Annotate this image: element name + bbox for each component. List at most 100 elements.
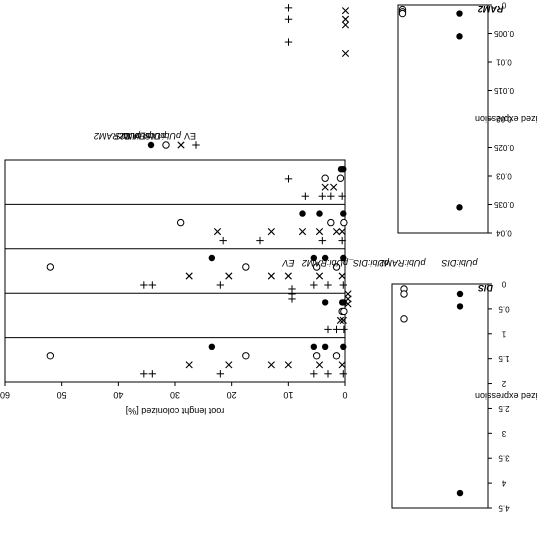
legend-label: EV xyxy=(184,131,196,141)
filled-circle-point xyxy=(456,303,464,310)
filled-circle-point xyxy=(208,254,216,262)
plus-point xyxy=(318,192,327,200)
plus-point xyxy=(339,281,347,289)
plus-point xyxy=(148,370,157,378)
tick-label: 0.035 xyxy=(493,200,514,209)
tick-label: 0 xyxy=(501,280,506,289)
tick-label: 0.02 xyxy=(496,115,512,124)
filled-circle-point xyxy=(456,10,463,17)
axis-label: normalized expression xyxy=(475,391,538,401)
axis-label: normalized expression xyxy=(475,114,538,124)
open-circle-point xyxy=(242,352,250,360)
open-circle-point xyxy=(312,352,321,360)
tick-label: 0 xyxy=(342,390,347,400)
filled-circle-point xyxy=(310,254,318,262)
open-circle-point xyxy=(336,174,345,182)
tick-label: 3 xyxy=(501,429,506,438)
panel-title: DIS xyxy=(478,283,493,293)
plus-point xyxy=(140,370,148,378)
plus-point xyxy=(284,175,293,183)
open-circle-point xyxy=(400,290,408,298)
x-point xyxy=(341,15,350,23)
open-circle-point xyxy=(340,218,348,227)
x-point xyxy=(298,228,307,236)
x-point xyxy=(267,228,275,236)
plus-point xyxy=(301,192,310,200)
open-circle-point xyxy=(332,352,341,360)
x-point xyxy=(330,183,338,191)
plus-point xyxy=(324,325,332,334)
tick-label: 20 xyxy=(227,390,237,400)
plus-point xyxy=(327,192,335,200)
root-colonization-chart: 0 10 20 30 40 50 60 root lenght colonized [%] xyxy=(0,159,348,416)
category-label: pUbi:DIS xyxy=(441,258,478,268)
open-circle-point xyxy=(340,307,348,316)
tick-label: 10 xyxy=(283,390,293,400)
x-point xyxy=(338,361,346,369)
plus-point xyxy=(310,281,318,289)
filled-circle-point xyxy=(456,33,463,40)
tick-label: 30 xyxy=(170,390,180,400)
x-point xyxy=(321,183,329,191)
open-circle-point xyxy=(242,263,250,271)
filled-circle-point xyxy=(299,210,306,217)
x-point xyxy=(341,7,350,15)
tick-label: 0.015 xyxy=(493,86,514,95)
x-point xyxy=(336,316,345,324)
legend-label: pUbi:DIS xyxy=(115,131,152,141)
plus-point xyxy=(338,192,346,200)
tick-label: 0.005 xyxy=(493,29,514,38)
open-circle-point xyxy=(312,263,321,271)
x-point xyxy=(344,300,352,308)
x-point xyxy=(225,272,233,280)
open-circle-point xyxy=(400,315,408,323)
filled-circle-point xyxy=(340,210,347,217)
filled-circle-point xyxy=(456,204,463,211)
x-point xyxy=(341,49,350,58)
x-point xyxy=(213,228,222,236)
filled-circle-point xyxy=(321,254,329,262)
open-circle-point xyxy=(321,174,329,182)
plot-frame xyxy=(4,159,346,383)
plot-frame xyxy=(391,283,489,509)
open-circle-point xyxy=(332,263,341,271)
axis-label: root lenght colonized [%] xyxy=(126,406,225,416)
panel-title: RAM2 xyxy=(478,4,504,14)
tick-label: 0.03 xyxy=(496,172,512,181)
filled-circle-point xyxy=(316,210,323,217)
plus-point xyxy=(284,15,293,23)
plus-point xyxy=(216,281,225,289)
plus-point xyxy=(216,370,225,378)
x-point xyxy=(225,361,233,369)
open-circle-point xyxy=(46,263,55,271)
x-point xyxy=(267,361,275,369)
filled-circle-point xyxy=(321,343,329,350)
plus-point xyxy=(340,325,348,334)
plus-point xyxy=(324,370,332,378)
x-point xyxy=(185,272,193,280)
open-circle-point xyxy=(176,218,185,227)
filled-circle-point xyxy=(310,343,318,350)
filled-circle-point xyxy=(147,141,155,149)
plus-point xyxy=(288,295,296,303)
tick-label: 0.01 xyxy=(496,58,512,67)
plus-point xyxy=(192,141,200,149)
x-point xyxy=(315,228,324,236)
plus-point xyxy=(310,370,318,378)
tick-label: 2 xyxy=(501,379,506,388)
tick-label: 60 xyxy=(0,390,10,400)
tick-label: 4.5 xyxy=(498,504,510,513)
tick-label: 0 xyxy=(501,1,506,10)
plus-point xyxy=(324,281,332,289)
plus-point xyxy=(339,370,347,378)
open-circle-point xyxy=(398,9,407,18)
plus-point xyxy=(338,236,346,245)
x-point xyxy=(339,316,347,324)
plus-point xyxy=(256,236,264,245)
open-circle-point xyxy=(162,141,170,149)
plus-point xyxy=(219,236,227,245)
tick-label: 4 xyxy=(501,479,506,488)
filled-circle-point xyxy=(208,343,216,350)
